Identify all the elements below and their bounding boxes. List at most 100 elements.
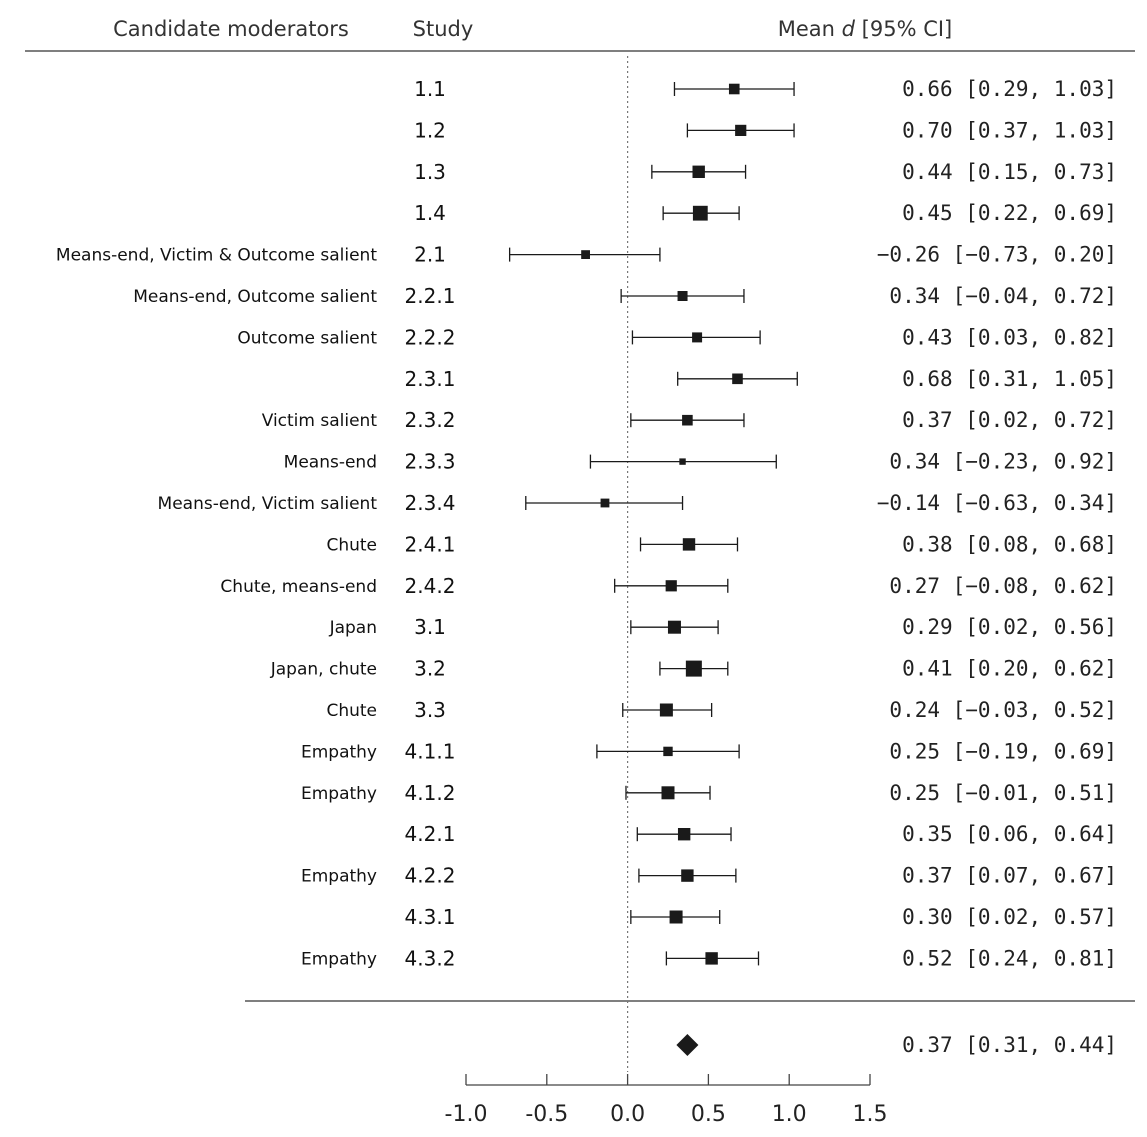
estimate-ci-label: 0.68 [0.31, 1.05] <box>902 367 1117 391</box>
point-estimate <box>665 580 677 592</box>
x-tick-label: 0.5 <box>691 1102 726 1127</box>
study-row: Means-end, Victim & Outcome salient 2.1 −0… <box>56 243 1117 267</box>
point-estimate <box>667 620 681 634</box>
point-estimate <box>663 746 673 757</box>
x-axis: -1.0 -0.5 0.0 0.5 1.0 1.5 <box>445 1074 888 1127</box>
study-row: 1.4 0.45 [0.22, 0.69] <box>414 201 1117 225</box>
point-estimate <box>705 952 718 965</box>
point-estimate <box>682 538 696 551</box>
study-row: Japan, chute 3.2 0.41 [0.20, 0.62] <box>270 657 1117 681</box>
study-row: Empathy 4.1.2 0.25 [−0.01, 0.51] <box>301 781 1117 805</box>
point-estimate <box>677 828 691 841</box>
study-row: Victim salient 2.3.2 0.37 [0.02, 0.72] <box>262 408 1117 432</box>
moderator-label: Means-end, Victim salient <box>158 494 378 514</box>
estimate-ci-label: −0.14 [−0.63, 0.34] <box>877 491 1117 515</box>
study-row: Means-end, Outcome salient 2.2.1 0.34 [−0.… <box>133 284 1117 308</box>
study-id: 4.3.2 <box>405 946 456 970</box>
study-id: 2.3.3 <box>405 450 456 474</box>
estimate-ci-label: 0.35 [0.06, 0.64] <box>902 822 1117 846</box>
moderator-label: Outcome salient <box>237 328 377 348</box>
point-estimate <box>677 291 688 301</box>
header-candidate-moderators: Candidate moderators <box>113 17 349 41</box>
estimate-ci-label: 0.37 [0.02, 0.72] <box>902 408 1117 432</box>
moderator-label: Victim salient <box>262 411 378 431</box>
point-estimate <box>692 332 703 343</box>
estimate-ci-label: 0.25 [−0.01, 0.51] <box>889 781 1117 805</box>
study-id: 3.3 <box>414 698 446 722</box>
x-tick-label: 1.5 <box>853 1102 888 1127</box>
estimate-ci-label: 0.43 [0.03, 0.82] <box>902 325 1117 349</box>
estimate-ci-label: 0.25 [−0.19, 0.69] <box>889 739 1117 763</box>
study-rows: 1.1 0.66 [0.29, 1.03] 1.2 0.70 [0.37, 1.03]… <box>56 77 1117 970</box>
point-estimate <box>685 660 702 677</box>
study-id: 4.2.1 <box>405 822 456 846</box>
estimate-ci-label: 0.37 [0.07, 0.67] <box>902 864 1117 888</box>
study-row: 1.2 0.70 [0.37, 1.03] <box>414 118 1117 142</box>
estimate-ci-label: 0.66 [0.29, 1.03] <box>902 77 1117 101</box>
estimate-ci-label: 0.41 [0.20, 0.62] <box>902 657 1117 681</box>
moderator-label: Chute <box>326 701 377 721</box>
study-id: 2.3.1 <box>405 367 456 391</box>
estimate-ci-label: 0.27 [−0.08, 0.62] <box>889 574 1117 598</box>
point-estimate <box>735 124 747 136</box>
point-estimate <box>669 910 683 924</box>
study-row: Empathy 4.2.2 0.37 [0.07, 0.67] <box>301 864 1117 888</box>
study-id: 4.1.2 <box>405 781 456 805</box>
study-row: Outcome salient 2.2.2 0.43 [0.03, 0.82] <box>237 325 1117 349</box>
point-estimate <box>682 414 693 426</box>
estimate-ci-label: 0.38 [0.08, 0.68] <box>902 532 1117 556</box>
study-row: 1.3 0.44 [0.15, 0.73] <box>414 160 1117 184</box>
study-id: 4.3.1 <box>405 905 456 929</box>
moderator-label: Empathy <box>301 784 377 804</box>
study-row: 2.3.1 0.68 [0.31, 1.05] <box>405 367 1117 391</box>
study-row: Means-end 2.3.3 0.34 [−0.23, 0.92] <box>284 450 1117 474</box>
moderator-label: Empathy <box>301 949 377 969</box>
moderator-label: Japan <box>329 618 377 638</box>
study-id: 2.3.2 <box>405 408 456 432</box>
study-row: Japan 3.1 0.29 [0.02, 0.56] <box>329 615 1117 639</box>
study-row: 4.3.1 0.30 [0.02, 0.57] <box>405 905 1117 929</box>
header-mean-d-ci: Mean d [95% CI] <box>778 17 953 41</box>
study-id: 4.1.1 <box>405 739 456 763</box>
study-id: 1.1 <box>414 77 446 101</box>
study-id: 3.1 <box>414 615 446 639</box>
estimate-ci-label: 0.30 [0.02, 0.57] <box>902 905 1117 929</box>
summary-estimate-label: 0.37 [0.31, 0.44] <box>902 1033 1117 1057</box>
x-tick-label: -1.0 <box>445 1102 488 1127</box>
point-estimate <box>692 205 708 221</box>
point-estimate <box>679 458 686 465</box>
point-estimate <box>581 250 590 259</box>
point-estimate <box>661 786 675 800</box>
point-estimate <box>732 373 743 385</box>
study-row: Chute 2.4.1 0.38 [0.08, 0.68] <box>326 532 1117 556</box>
header-study: Study <box>413 17 474 41</box>
study-id: 2.4.2 <box>405 574 456 598</box>
estimate-ci-label: 0.34 [−0.04, 0.72] <box>889 284 1117 308</box>
study-id: 2.2.2 <box>405 325 456 349</box>
study-id: 2.2.1 <box>405 284 456 308</box>
moderator-label: Means-end <box>284 453 377 473</box>
moderator-label: Means-end, Victim & Outcome salient <box>56 246 377 266</box>
moderator-label: Means-end, Outcome salient <box>133 287 377 307</box>
study-id: 1.2 <box>414 118 446 142</box>
study-row: Chute 3.3 0.24 [−0.03, 0.52] <box>326 698 1117 722</box>
study-row: Empathy 4.1.1 0.25 [−0.19, 0.69] <box>301 739 1117 763</box>
estimate-ci-label: 0.29 [0.02, 0.56] <box>902 615 1117 639</box>
moderator-label: Chute, means-end <box>220 577 377 597</box>
study-id: 2.4.1 <box>405 532 456 556</box>
estimate-ci-label: 0.44 [0.15, 0.73] <box>902 160 1117 184</box>
study-row: Empathy 4.3.2 0.52 [0.24, 0.81] <box>301 946 1117 970</box>
estimate-ci-label: 0.70 [0.37, 1.03] <box>902 118 1117 142</box>
point-estimate <box>659 703 673 717</box>
x-tick-label: 1.0 <box>772 1102 807 1127</box>
study-row: Means-end, Victim salient 2.3.4 −0.14 [−0.… <box>158 491 1117 515</box>
pooled-summary: 0.37 [0.31, 0.44] <box>676 1033 1117 1057</box>
x-tick-label: 0.0 <box>610 1102 645 1127</box>
point-estimate <box>600 498 610 508</box>
estimate-ci-label: −0.26 [−0.73, 0.20] <box>877 243 1117 267</box>
point-estimate <box>681 869 694 882</box>
x-tick-label: -0.5 <box>525 1102 568 1127</box>
moderator-label: Chute <box>326 535 377 555</box>
study-id: 1.3 <box>414 160 446 184</box>
